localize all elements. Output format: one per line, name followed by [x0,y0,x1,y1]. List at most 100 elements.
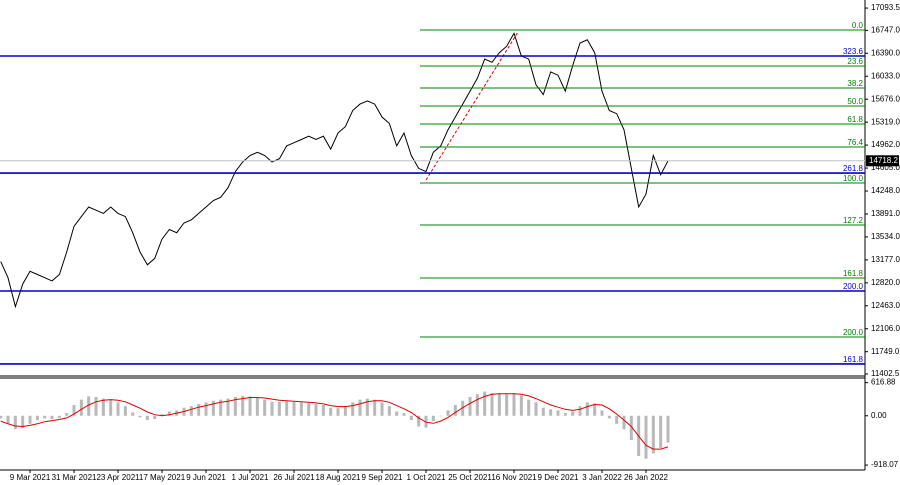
y-tick-label: 16747.0 [871,25,900,34]
macd-bar [556,410,560,416]
macd-bar [417,415,421,427]
macd-bar [343,406,347,416]
y-tick-label: 11402.5 [871,369,900,378]
level-label: 161.8 [843,269,864,278]
macd-bar [131,412,135,416]
price-tag [866,155,899,167]
x-tick-label: 25 Oct 2021 [448,473,492,482]
macd-bar [497,393,501,416]
macd-bar [211,400,215,416]
macd-bar [468,396,472,416]
x-tick-label: 26 Jul 2021 [273,473,315,482]
macd-bar [219,399,223,416]
macd-bar [512,393,516,416]
macd-bar [351,402,355,416]
y-tick-label: 15319.0 [871,117,900,126]
x-tick-label: 26 Jan 2022 [624,473,669,482]
y-tick-label: 14962.0 [871,140,900,149]
macd-bar [549,409,553,416]
y-tick-label: 0.00 [871,411,887,420]
macd-bar [446,410,450,416]
macd-bar [519,395,523,416]
macd-bar [571,411,575,416]
y-tick-label: 16390.0 [871,48,900,57]
price-tag-label: 14718.2 [869,156,898,165]
x-tick-label: 9 Jun 2021 [186,473,226,482]
macd-bar [358,399,362,416]
macd-bar [299,402,303,416]
macd-bar [204,402,208,416]
macd-bar [534,402,538,416]
macd-bar [43,415,47,419]
y-tick-label: 11749.0 [871,347,900,356]
level-label: 200.0 [843,282,864,291]
macd-bar [94,396,98,416]
macd-bar [79,399,83,416]
macd-bar [285,401,289,416]
x-tick-label: 23 Apr 2021 [96,473,140,482]
y-tick-label: 12106.0 [871,324,900,333]
macd-bar [541,407,545,416]
macd-bar [475,394,479,416]
y-tick-label: 16033.0 [871,71,900,80]
macd-bar [490,393,494,416]
macd-bar [226,398,230,416]
macd-bar [373,399,377,416]
macd-bar [197,403,201,416]
macd-bar [0,415,3,419]
macd-bar [600,410,604,416]
level-label: 38.2 [847,79,863,88]
level-label: 23.6 [847,57,863,66]
macd-bar [314,403,318,416]
macd-bar [336,408,340,416]
level-label: 61.8 [847,115,863,124]
macd-bar [483,391,487,416]
macd-bar [395,411,399,416]
macd-bar [431,415,435,422]
x-tick-label: 1 Jul 2021 [232,473,269,482]
macd-bar [241,395,245,416]
macd-bar [116,402,120,416]
x-tick-label: 18 Aug 2021 [316,473,361,482]
macd-bar [270,401,274,416]
x-tick-label: 9 Mar 2021 [10,473,51,482]
y-tick-label: -918.07 [871,460,899,469]
macd-bar [329,407,333,416]
macd-bar [578,406,582,416]
level-label: 200.0 [843,328,864,337]
macd-bar [666,415,670,443]
level-label: 0.0 [852,21,864,30]
macd-bar [563,413,567,416]
macd-bar [50,415,54,419]
macd-bar [659,415,663,448]
macd-bar [629,415,633,440]
level-label: 50.0 [847,97,863,106]
macd-bar [622,415,626,430]
macd-bar [387,406,391,416]
macd-bar [189,406,193,416]
macd-bar [87,396,91,416]
y-tick-label: 12463.0 [871,301,900,310]
macd-bar [607,415,611,419]
macd-bar [615,415,619,424]
level-label: 76.4 [847,138,863,147]
y-tick-label: 13891.0 [871,209,900,218]
macd-bar [167,411,171,416]
macd-bar [453,405,457,416]
macd-bar [255,397,259,416]
y-tick-label: 13177.0 [871,255,900,264]
macd-bar [365,398,369,416]
macd-bar [153,415,157,419]
macd-bar [72,405,76,416]
x-tick-label: 1 Oct 2021 [406,473,446,482]
macd-bar [13,415,17,430]
macd-bar [439,415,443,417]
y-tick-label: 13534.0 [871,232,900,241]
y-tick-label: 14248.0 [871,186,900,195]
price-line [0,32,669,309]
macd-bar [527,399,531,416]
macd-bar [380,402,384,416]
x-tick-label: 17 May 2021 [139,473,186,482]
macd-bar [65,413,69,416]
